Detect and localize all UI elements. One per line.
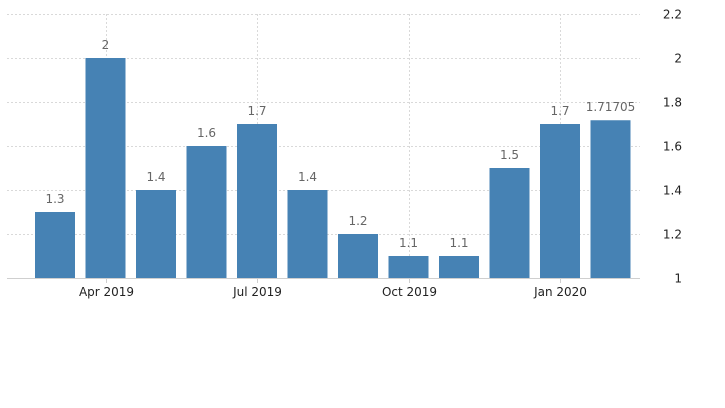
bar-2020-02[interactable]	[590, 120, 631, 279]
y-tick-label: 2.2	[663, 8, 682, 22]
data-label: 2	[102, 38, 110, 52]
data-label: 1.1	[399, 236, 418, 250]
y-tick-label: 1.8	[663, 96, 682, 110]
x-tick-label: Jul 2019	[232, 285, 282, 299]
y-tick-label: 1.6	[663, 140, 682, 154]
x-tick-label: Oct 2019	[382, 285, 437, 299]
x-axis: Apr 2019 Jul 2019 Oct 2019 Jan 2020	[79, 278, 587, 299]
y-tick-label: 1.2	[663, 228, 682, 242]
y-tick-label: 2	[674, 52, 682, 66]
bar-2019-04[interactable]	[85, 58, 126, 278]
bars	[35, 58, 631, 279]
bar-2019-10[interactable]	[388, 256, 429, 278]
bar-2019-09[interactable]	[338, 234, 378, 278]
bar-2019-05[interactable]	[136, 190, 176, 278]
data-label: 1.4	[298, 170, 317, 184]
data-label: 1.7	[247, 104, 266, 118]
bar-2019-07[interactable]	[237, 124, 277, 278]
data-label: 1.6	[197, 126, 216, 140]
x-tick-label: Jan 2020	[533, 285, 587, 299]
data-label: 1.7	[550, 104, 569, 118]
data-label: 1.2	[348, 214, 367, 228]
y-tick-label: 1.4	[663, 184, 682, 198]
data-label: 1.4	[146, 170, 165, 184]
bar-2019-06[interactable]	[186, 146, 227, 278]
x-tick-label: Apr 2019	[79, 285, 134, 299]
data-labels: 1.3 2 1.4 1.6 1.7 1.4 1.2 1.1 1.1 1.5 1.7 1.71705	[45, 38, 635, 250]
bar-2019-12[interactable]	[489, 168, 530, 278]
bar-2019-11[interactable]	[439, 256, 479, 278]
data-label: 1.5	[500, 148, 519, 162]
y-axis: 1 1.2 1.4 1.6 1.8 2 2.2	[663, 8, 682, 286]
data-label: 1.3	[45, 192, 64, 206]
data-label: 1.71705	[586, 100, 636, 114]
bar-2020-01[interactable]	[540, 124, 580, 278]
bar-2019-03[interactable]	[35, 212, 75, 278]
data-label: 1.1	[449, 236, 468, 250]
y-tick-label: 1	[674, 272, 682, 286]
bar-2019-08[interactable]	[287, 190, 328, 278]
